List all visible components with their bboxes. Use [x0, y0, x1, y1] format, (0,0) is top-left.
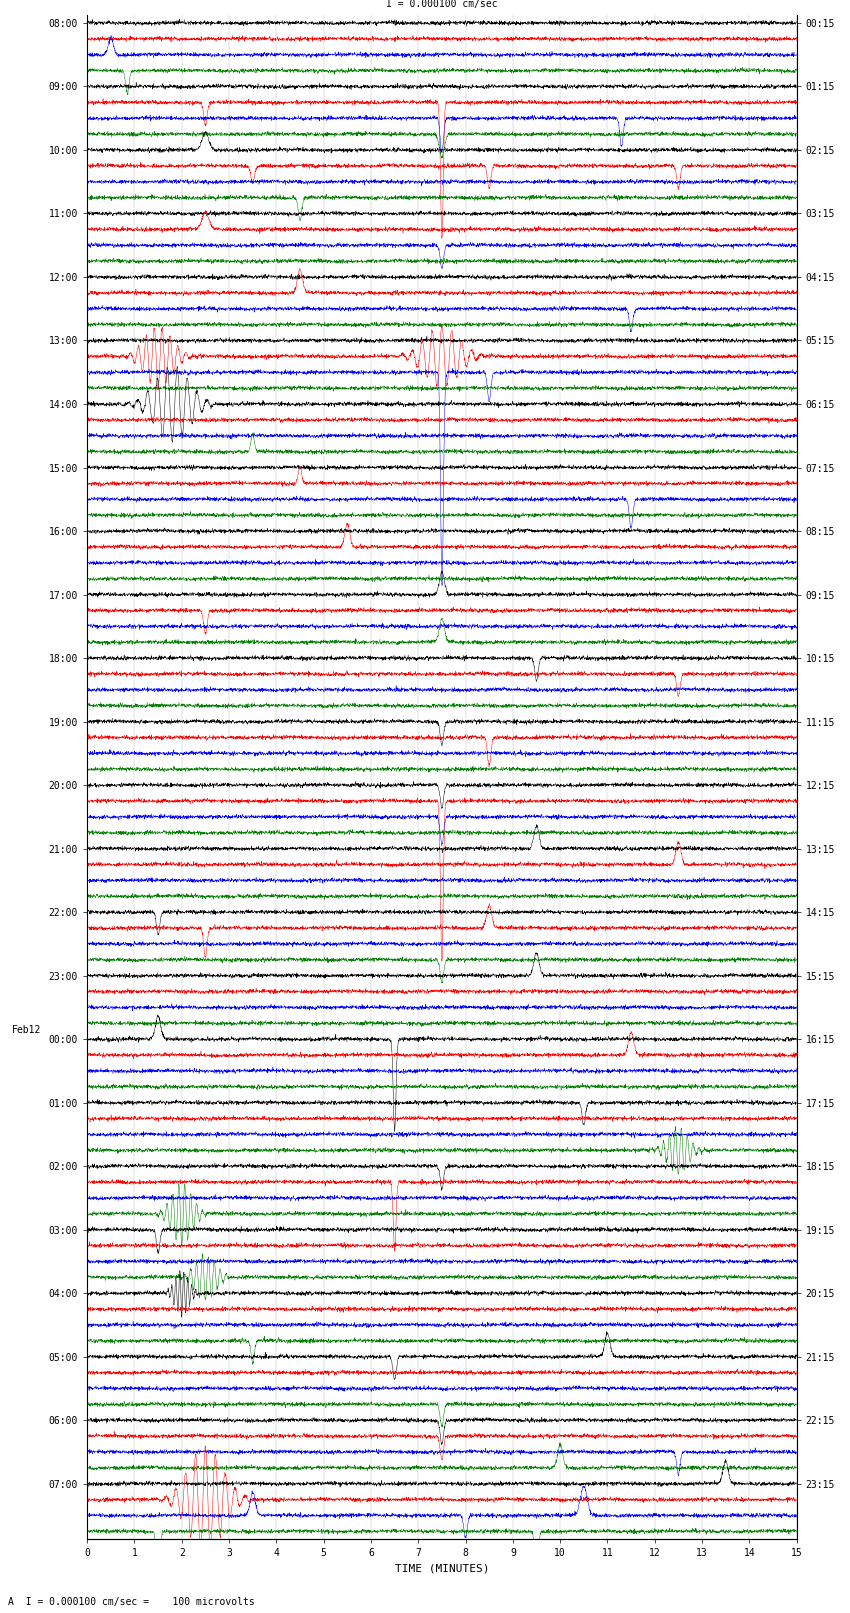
- Text: I = 0.000100 cm/sec: I = 0.000100 cm/sec: [386, 0, 498, 10]
- X-axis label: TIME (MINUTES): TIME (MINUTES): [394, 1565, 489, 1574]
- Text: Feb12: Feb12: [12, 1024, 41, 1034]
- Text: A  I = 0.000100 cm/sec =    100 microvolts: A I = 0.000100 cm/sec = 100 microvolts: [8, 1597, 255, 1607]
